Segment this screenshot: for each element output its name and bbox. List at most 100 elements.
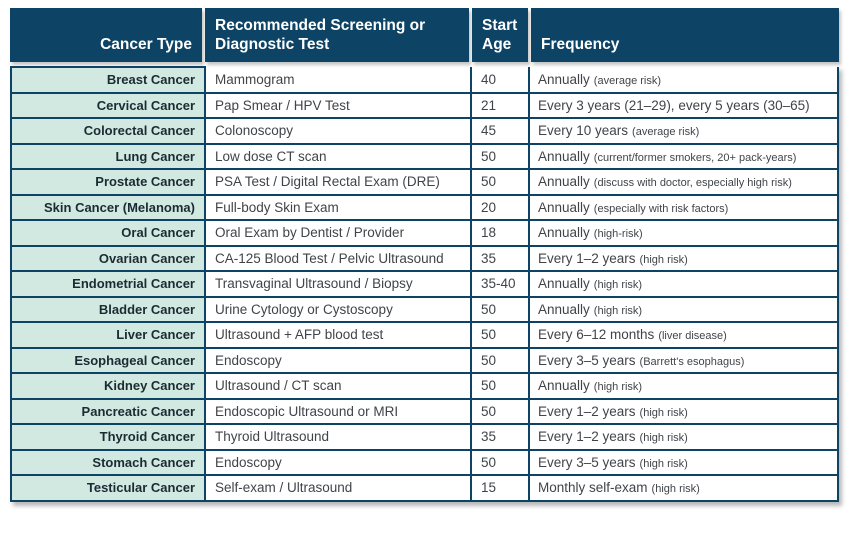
frequency-text: Every 1–2 years xyxy=(538,429,636,445)
header-start-age-label: Start Age xyxy=(482,17,518,54)
start-age-cell: 35 xyxy=(470,244,530,272)
frequency-cell: Every 6–12 months (liver disease) xyxy=(528,321,839,349)
frequency-text: Annually xyxy=(538,225,590,241)
test-cell: Full-body Skin Exam xyxy=(204,193,472,221)
start-age-cell: 40 xyxy=(470,67,530,94)
test-cell: Ultrasound + AFP blood test xyxy=(204,321,472,349)
frequency-cell: Every 3 years (21–29), every 5 years (30… xyxy=(528,91,839,119)
cancer-type-label: Testicular Cancer xyxy=(86,480,195,496)
start-age-cell: 15 xyxy=(470,474,530,502)
frequency-text: Annually xyxy=(538,174,590,190)
frequency-note: (discuss with doctor, especially high ri… xyxy=(593,177,792,190)
test-cell: Ultrasound / CT scan xyxy=(204,372,472,400)
start-age-cell: 50 xyxy=(470,346,530,374)
test-cell: CA-125 Blood Test / Pelvic Ultrasound xyxy=(204,244,472,272)
test-label: Oral Exam by Dentist / Provider xyxy=(215,225,405,241)
test-cell: Endoscopy xyxy=(204,346,472,374)
cancer-type-label: Thyroid Cancer xyxy=(99,429,195,445)
frequency-text: Every 3 years (21–29), every 5 years (30… xyxy=(538,97,810,113)
table-row: Breast Cancer Mammogram 40 Annually (aver… xyxy=(10,66,839,94)
table-row: Oral Cancer Oral Exam by Dentist / Provi… xyxy=(10,219,839,247)
frequency-cell: Annually (current/former smokers, 20+ pac… xyxy=(528,142,839,170)
table-body: Breast Cancer Mammogram 40 Annually (aver… xyxy=(10,66,839,502)
table-row: Colorectal Cancer Colonoscopy 45 Every 1… xyxy=(10,117,839,145)
frequency-cell: Every 1–2 years (high risk) xyxy=(528,397,839,425)
cancer-type-label: Liver Cancer xyxy=(116,327,195,343)
frequency-text: Every 6–12 months xyxy=(538,327,655,343)
start-age-cell: 20 xyxy=(470,193,530,221)
test-label: Ultrasound / CT scan xyxy=(215,378,342,394)
cancer-type-cell: Liver Cancer xyxy=(10,321,206,349)
frequency-text: Every 3–5 years xyxy=(538,454,636,470)
header-frequency: Frequency xyxy=(531,8,839,62)
test-label: Endoscopy xyxy=(215,352,282,368)
cancer-type-label: Esophageal Cancer xyxy=(74,352,195,368)
test-cell: Low dose CT scan xyxy=(204,142,472,170)
test-label: Pap Smear / HPV Test xyxy=(215,97,350,113)
test-cell: Pap Smear / HPV Test xyxy=(204,91,472,119)
test-label: Transvaginal Ultrasound / Biopsy xyxy=(215,276,413,292)
start-age-value: 21 xyxy=(481,97,497,113)
start-age-cell: 50 xyxy=(470,372,530,400)
cancer-type-label: Stomach Cancer xyxy=(92,454,195,470)
test-cell: Endoscopy xyxy=(204,448,472,476)
frequency-text: Annually xyxy=(538,199,590,215)
cancer-type-label: Breast Cancer xyxy=(106,72,195,88)
test-label: PSA Test / Digital Rectal Exam (DRE) xyxy=(215,174,440,190)
test-label: Low dose CT scan xyxy=(215,148,327,164)
frequency-cell: Annually (high-risk) xyxy=(528,219,839,247)
frequency-note: (high risk) xyxy=(639,406,688,419)
frequency-cell: Annually (especially with risk factors) xyxy=(528,193,839,221)
frequency-text: Annually xyxy=(538,301,590,317)
frequency-cell: Every 1–2 years (high risk) xyxy=(528,423,839,451)
frequency-cell: Annually (high risk) xyxy=(528,372,839,400)
table-row: Prostate Cancer PSA Test / Digital Recta… xyxy=(10,168,839,196)
cancer-type-cell: Skin Cancer (Melanoma) xyxy=(10,193,206,221)
table-row: Kidney Cancer Ultrasound / CT scan 50 An… xyxy=(10,372,839,400)
frequency-cell: Annually (discuss with doctor, especially… xyxy=(528,168,839,196)
frequency-text: Annually xyxy=(538,276,590,292)
frequency-note: (high risk) xyxy=(639,432,688,445)
start-age-cell: 50 xyxy=(470,168,530,196)
cancer-type-cell: Ovarian Cancer xyxy=(10,244,206,272)
start-age-value: 35-40 xyxy=(481,276,516,292)
frequency-note: (high-risk) xyxy=(593,228,643,241)
table-row: Stomach Cancer Endoscopy 50 Every 3–5 ye… xyxy=(10,448,839,476)
cancer-type-label: Cervical Cancer xyxy=(96,97,195,113)
frequency-cell: Every 3–5 years (high risk) xyxy=(528,448,839,476)
cancer-type-cell: Breast Cancer xyxy=(10,66,206,94)
frequency-note: (high risk) xyxy=(651,483,700,496)
table-row: Endometrial Cancer Transvaginal Ultrasou… xyxy=(10,270,839,298)
cancer-type-label: Colorectal Cancer xyxy=(83,123,195,139)
table-row: Ovarian Cancer CA-125 Blood Test / Pelvi… xyxy=(10,244,839,272)
cancer-type-label: Bladder Cancer xyxy=(98,301,195,317)
frequency-text: Monthly self-exam xyxy=(538,480,648,496)
start-age-value: 20 xyxy=(481,199,497,215)
frequency-note: (liver disease) xyxy=(658,330,727,343)
frequency-text: Every 3–5 years xyxy=(538,352,636,368)
test-label: Thyroid Ultrasound xyxy=(215,429,330,445)
cancer-type-cell: Kidney Cancer xyxy=(10,372,206,400)
frequency-cell: Annually (average risk) xyxy=(528,67,839,94)
header-cancer-type: Cancer Type xyxy=(10,8,202,62)
frequency-text: Annually xyxy=(538,71,590,87)
frequency-text: Every 1–2 years xyxy=(538,250,636,266)
cancer-type-label: Skin Cancer (Melanoma) xyxy=(44,199,195,215)
frequency-note: (high risk) xyxy=(593,381,643,394)
cancer-type-cell: Stomach Cancer xyxy=(10,448,206,476)
start-age-cell: 50 xyxy=(470,448,530,476)
test-cell: Urine Cytology or Cystoscopy xyxy=(204,295,472,323)
table-row: Thyroid Cancer Thyroid Ultrasound 35 Eve… xyxy=(10,423,839,451)
test-label: Full-body Skin Exam xyxy=(215,199,339,215)
table-row: Cervical Cancer Pap Smear / HPV Test 21 … xyxy=(10,91,839,119)
start-age-cell: 45 xyxy=(470,117,530,145)
table-row: Pancreatic Cancer Endoscopic Ultrasound … xyxy=(10,397,839,425)
cancer-type-cell: Esophageal Cancer xyxy=(10,346,206,374)
frequency-cell: Every 1–2 years (high risk) xyxy=(528,244,839,272)
frequency-cell: Every 3–5 years (Barrett's esophagus) xyxy=(528,346,839,374)
frequency-note: (high risk) xyxy=(639,253,688,266)
frequency-note: (especially with risk factors) xyxy=(593,202,729,215)
cancer-type-cell: Testicular Cancer xyxy=(10,474,206,502)
frequency-note: (high risk) xyxy=(593,304,643,317)
cancer-type-label: Oral Cancer xyxy=(121,225,195,241)
